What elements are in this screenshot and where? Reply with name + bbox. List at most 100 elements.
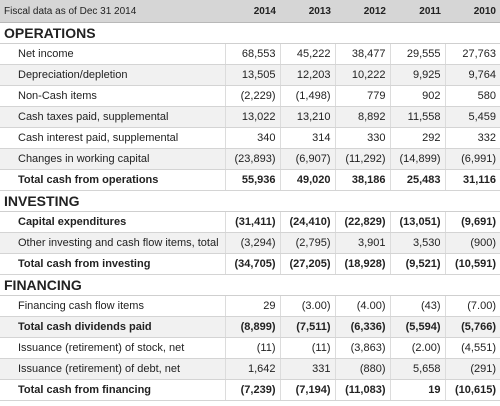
table-row: Non-Cash items (2,229) (1,498) 779 902 580 [0,85,500,107]
table-row: Total cash from financing (7,239) (7,194)(… [0,379,500,401]
row-label: Capital expenditures [0,211,225,233]
value-cell-2014: (34,705) [224,253,280,275]
table-row: Issuance (retirement) of debt, net 1,642 3… [0,358,500,380]
row-label: Non-Cash items [0,85,225,107]
year-header-2014: 2014 [225,0,280,23]
fiscal-data-label: Fiscal data as of Dec 31 2014 [0,0,225,23]
value-cell-2013: (3.00) [279,295,335,317]
value-cell-2013: (11) [279,337,335,359]
value-cell-2014: 55,936 [224,169,280,191]
value-cell-2013: (7,511) [279,316,335,338]
value-cell-2011: 9,925 [389,64,445,86]
value-cell-2013: 45,222 [279,43,335,65]
year-header-2011: 2011 [390,0,445,23]
value-cell-2010: (900) [444,232,500,254]
value-cell-2013: (2,795) [279,232,335,254]
value-cell-2012: (18,928) [334,253,390,275]
row-label: Cash interest paid, supplemental [0,127,225,149]
value-cell-2012: (11,083) [334,379,390,401]
value-cell-2013: (27,205) [279,253,335,275]
value-cell-2010: 31,116 [444,169,500,191]
value-cell-2014: (3,294) [224,232,280,254]
value-cell-2014: 13,505 [224,64,280,86]
table-row: Other investing and cash flow items, tot… [0,232,500,254]
value-cell-2011: 19 [389,379,445,401]
section-title: INVESTING [0,190,500,212]
table-header-row: Fiscal data as of Dec 31 2014 2014 2013 … [0,0,500,23]
value-cell-2012: (3,863) [334,337,390,359]
section-header-investing: INVESTING [0,190,500,212]
value-cell-2013: 49,020 [279,169,335,191]
section-title: FINANCING [0,274,500,296]
value-cell-2012: (6,336) [334,316,390,338]
section-title: OPERATIONS [0,22,500,44]
value-cell-2012: (880) [334,358,390,380]
row-label: Cash taxes paid, supplemental [0,106,225,128]
section-header-operations: OPERATIONS [0,22,500,44]
table-row: Capital expenditures (31,411) (24,410) (22,… [0,211,500,233]
value-cell-2012: (11,292) [334,148,390,170]
value-cell-2013: (24,410) [279,211,335,233]
value-cell-2012: 10,222 [334,64,390,86]
value-cell-2010: (9,691) [444,211,500,233]
value-cell-2010: (10,591) [444,253,500,275]
value-cell-2014: (23,893) [224,148,280,170]
table-row: Cash taxes paid, supplemental 13,022 13,21… [0,106,500,128]
table-row: Depreciation/depletion 13,505 12,203 10,222… [0,64,500,86]
row-label: Issuance (retirement) of stock, net [0,337,225,359]
row-label: Other investing and cash flow items, tot… [0,232,225,254]
section-header-financing: FINANCING [0,274,500,296]
value-cell-2014: 13,022 [224,106,280,128]
row-label: Changes in working capital [0,148,225,170]
value-cell-2011: (13,051) [389,211,445,233]
value-cell-2011: 5,658 [389,358,445,380]
value-cell-2014: (31,411) [224,211,280,233]
value-cell-2012: 3,901 [334,232,390,254]
value-cell-2013: (6,907) [279,148,335,170]
table-row: Total cash dividends paid (8,899) (7,511)(… [0,316,500,338]
value-cell-2013: 331 [279,358,335,380]
row-label: Issuance (retirement) of debt, net [0,358,225,380]
value-cell-2012: 8,892 [334,106,390,128]
value-cell-2010: (10,615) [444,379,500,401]
year-header-2013: 2013 [280,0,335,23]
value-cell-2011: (2.00) [389,337,445,359]
value-cell-2014: (2,229) [224,85,280,107]
value-cell-2010: (4,551) [444,337,500,359]
value-cell-2010: 580 [444,85,500,107]
table-row: Cash interest paid, supplemental 340 314 33… [0,127,500,149]
value-cell-2014: 340 [224,127,280,149]
year-header-2012: 2012 [335,0,390,23]
table-row: Changes in working capital (23,893) (6,907… [0,148,500,170]
table-row: Total cash from investing (34,705) (27,205… [0,253,500,275]
value-cell-2013: (1,498) [279,85,335,107]
value-cell-2012: 330 [334,127,390,149]
value-cell-2011: 902 [389,85,445,107]
row-label: Net income [0,43,225,65]
value-cell-2011: (9,521) [389,253,445,275]
value-cell-2014: 68,553 [224,43,280,65]
value-cell-2012: 38,477 [334,43,390,65]
value-cell-2012: 38,186 [334,169,390,191]
value-cell-2011: (5,594) [389,316,445,338]
value-cell-2011: 11,558 [389,106,445,128]
value-cell-2013: 12,203 [279,64,335,86]
value-cell-2014: (8,899) [224,316,280,338]
table-row: Total cash from operations 55,936 49,020 38… [0,169,500,191]
value-cell-2012: 779 [334,85,390,107]
table-row: Issuance (retirement) of stock, net (11)(… [0,337,500,359]
value-cell-2011: 29,555 [389,43,445,65]
value-cell-2010: (5,766) [444,316,500,338]
value-cell-2013: 13,210 [279,106,335,128]
value-cell-2011: 292 [389,127,445,149]
value-cell-2010: 27,763 [444,43,500,65]
value-cell-2014: (7,239) [224,379,280,401]
value-cell-2012: (22,829) [334,211,390,233]
value-cell-2010: (6,991) [444,148,500,170]
row-label: Financing cash flow items [0,295,225,317]
value-cell-2011: 25,483 [389,169,445,191]
value-cell-2010: 5,459 [444,106,500,128]
row-label: Depreciation/depletion [0,64,225,86]
